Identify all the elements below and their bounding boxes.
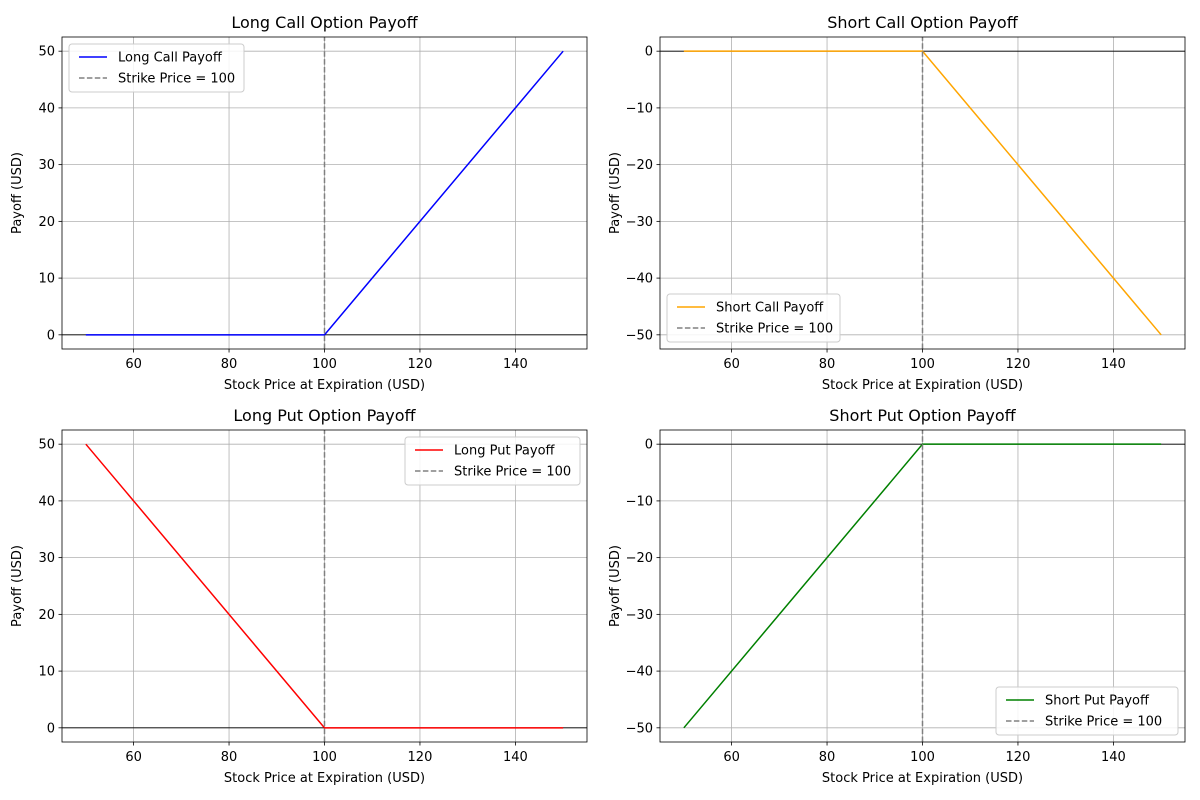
chart-title: Long Call Option Payoff <box>231 13 418 32</box>
x-tick-label: 60 <box>125 357 142 372</box>
legend-box <box>666 293 841 343</box>
x-axis-label: Stock Price at Expiration (USD) <box>822 771 1023 786</box>
x-tick-label: 80 <box>221 357 238 372</box>
legend-label: Strike Price = 100 <box>454 465 571 480</box>
legend-label: Short Put Payoff <box>1045 694 1150 709</box>
y-tick-label: 0 <box>47 721 55 736</box>
legend: Short Call Payoff Strike Price = 100 <box>666 293 841 343</box>
y-tick-label: −50 <box>626 721 653 736</box>
y-tick-label: 20 <box>38 608 55 623</box>
legend-box <box>404 436 581 486</box>
payoff-line <box>683 443 1162 729</box>
y-tick-label: 40 <box>38 494 55 509</box>
y-tick-label: −10 <box>626 101 653 116</box>
payoff-line <box>683 50 1162 336</box>
x-tick-label: 60 <box>125 750 142 765</box>
y-tick-label: −30 <box>626 215 653 230</box>
x-axis-label: Stock Price at Expiration (USD) <box>224 378 425 393</box>
x-tick-label: 100 <box>910 750 935 765</box>
payoff-line <box>85 50 564 336</box>
x-tick-label: 80 <box>819 750 836 765</box>
legend: Long Call Payoff Strike Price = 100 <box>68 43 245 93</box>
y-tick-label: 10 <box>38 272 55 287</box>
chart-panel-1: 60 80 100 120 140 0 10 20 30 40 50 Long Call Option… <box>10 13 588 393</box>
chart-title: Long Put Option Payoff <box>233 406 416 425</box>
y-tick-label: 40 <box>38 101 55 116</box>
chart-title: Short Put Option Payoff <box>829 406 1016 425</box>
legend-label: Strike Price = 100 <box>716 322 833 337</box>
chart-panel-4: 60 80 100 120 140 0 −10 −20 −30 −40 −50 Short Put O… <box>608 406 1186 786</box>
y-tick-label: 0 <box>645 45 653 60</box>
y-axis-label: Payoff (USD) <box>608 545 623 627</box>
y-tick-label: −20 <box>626 158 653 173</box>
x-tick-label: 100 <box>910 357 935 372</box>
y-tick-label: −40 <box>626 665 653 680</box>
x-tick-label: 60 <box>723 750 740 765</box>
x-tick-label: 100 <box>312 357 337 372</box>
x-tick-label: 120 <box>1006 750 1031 765</box>
x-tick-label: 120 <box>1006 357 1031 372</box>
x-tick-label: 80 <box>221 750 238 765</box>
legend-box <box>68 43 245 93</box>
y-tick-label: 0 <box>47 328 55 343</box>
y-axis-label: Payoff (USD) <box>10 545 25 627</box>
y-tick-label: 50 <box>38 45 55 60</box>
x-tick-label: 60 <box>723 357 740 372</box>
y-tick-label: 20 <box>38 215 55 230</box>
y-tick-label: 30 <box>38 158 55 173</box>
y-tick-label: −40 <box>626 272 653 287</box>
y-tick-label: 50 <box>38 438 55 453</box>
legend-label: Long Put Payoff <box>454 444 556 459</box>
x-tick-label: 100 <box>312 750 337 765</box>
legend-label: Strike Price = 100 <box>118 72 235 87</box>
x-tick-label: 140 <box>1101 750 1126 765</box>
y-axis-label: Payoff (USD) <box>10 152 25 234</box>
payoff-line <box>85 443 564 729</box>
y-tick-label: 0 <box>645 438 653 453</box>
legend-label: Long Call Payoff <box>118 51 223 66</box>
x-tick-label: 140 <box>1101 357 1126 372</box>
x-axis-label: Stock Price at Expiration (USD) <box>224 771 425 786</box>
y-axis-label: Payoff (USD) <box>608 152 623 234</box>
y-tick-label: 30 <box>38 551 55 566</box>
legend-label: Short Call Payoff <box>716 301 824 316</box>
x-tick-label: 140 <box>503 357 528 372</box>
y-tick-label: 10 <box>38 665 55 680</box>
x-tick-label: 120 <box>408 750 433 765</box>
y-tick-label: −30 <box>626 608 653 623</box>
x-tick-label: 120 <box>408 357 433 372</box>
legend-box <box>995 686 1179 736</box>
y-tick-label: −10 <box>626 494 653 509</box>
x-tick-label: 80 <box>819 357 836 372</box>
legend: Short Put Payoff Strike Price = 100 <box>995 686 1179 736</box>
chart-panel-2: 60 80 100 120 140 0 −10 −20 −30 −40 −50 Short Call … <box>608 13 1186 393</box>
y-tick-label: −20 <box>626 551 653 566</box>
chart-panel-3: 60 80 100 120 140 0 10 20 30 40 50 Long Put Option … <box>10 406 588 786</box>
x-axis-label: Stock Price at Expiration (USD) <box>822 378 1023 393</box>
legend: Long Put Payoff Strike Price = 100 <box>404 436 581 486</box>
chart-title: Short Call Option Payoff <box>827 13 1018 32</box>
x-tick-label: 140 <box>503 750 528 765</box>
y-tick-label: −50 <box>626 328 653 343</box>
legend-label: Strike Price = 100 <box>1045 715 1162 730</box>
